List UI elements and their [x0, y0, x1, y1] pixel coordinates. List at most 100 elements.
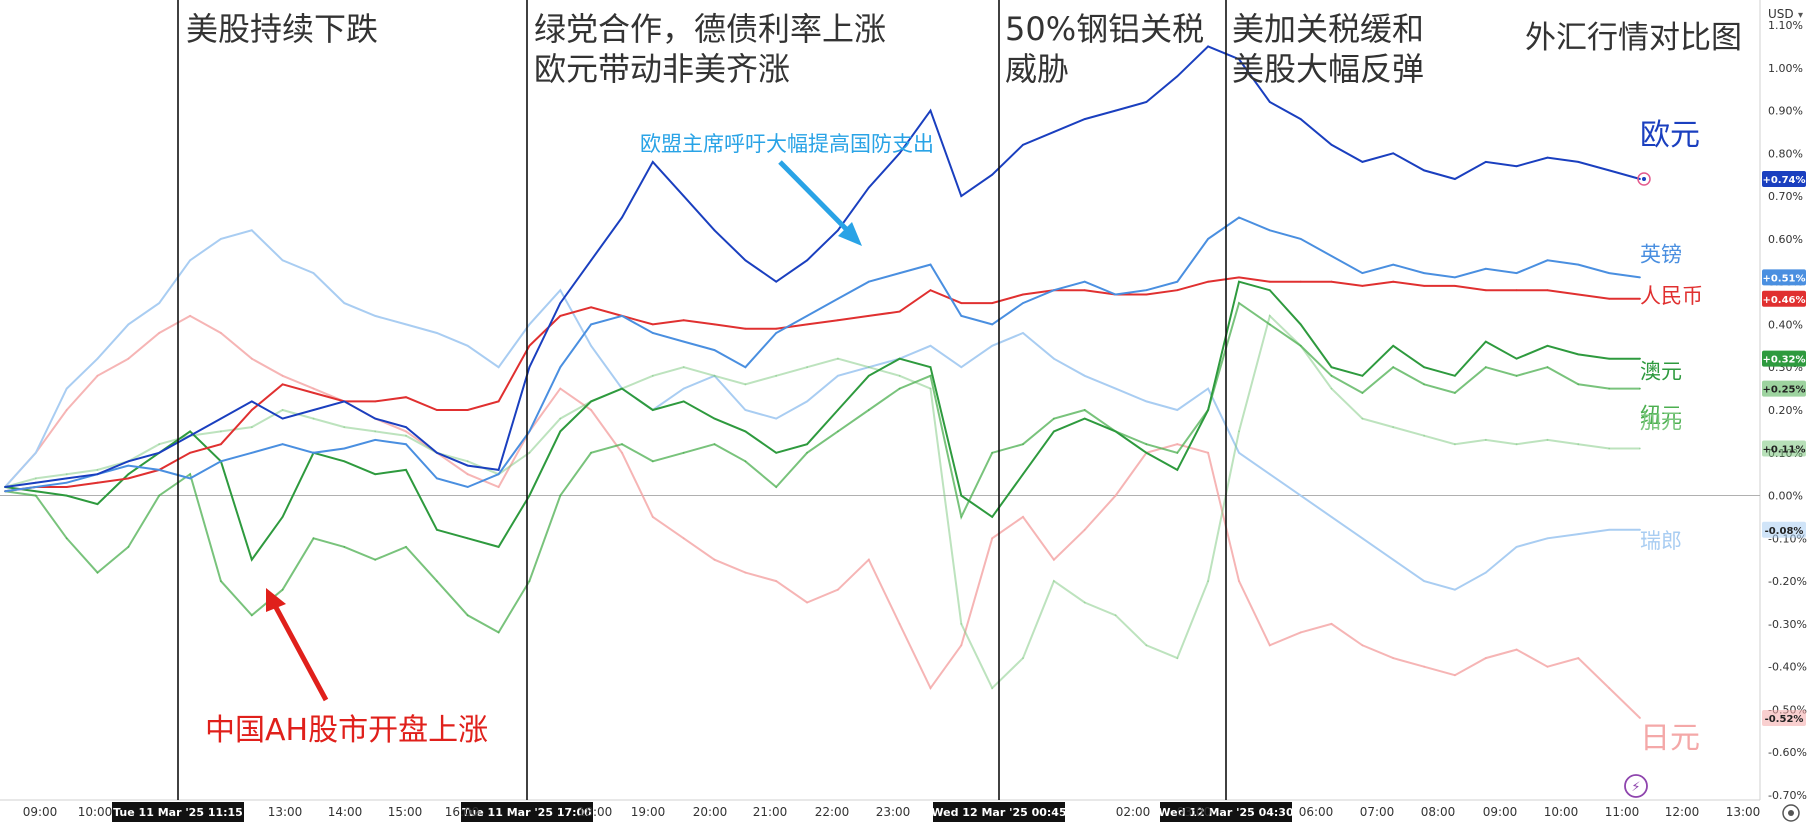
- x-tick-label: 10:00: [1544, 805, 1579, 819]
- data-point: [4, 486, 6, 488]
- euro-end-dot: [1642, 177, 1646, 181]
- data-point: [682, 340, 685, 343]
- data-point: [991, 323, 994, 326]
- data-point: [436, 332, 438, 334]
- data-point: [806, 443, 808, 446]
- value-badge-1: +0.51%: [1762, 269, 1806, 286]
- data-point: [1608, 528, 1611, 531]
- data-point: [1484, 439, 1487, 441]
- data-point: [1114, 494, 1117, 497]
- data-point: [343, 400, 346, 403]
- data-point: [867, 186, 870, 189]
- data-point: [1639, 178, 1641, 180]
- data-point: [34, 481, 37, 484]
- data-point: [559, 417, 562, 420]
- data-point: [867, 409, 870, 411]
- data-point: [682, 537, 685, 540]
- data-point: [1176, 451, 1179, 454]
- data-point: [1268, 229, 1271, 232]
- data-point: [1639, 387, 1641, 390]
- svg-text:+0.11%: +0.11%: [1762, 445, 1805, 456]
- data-point: [343, 447, 346, 450]
- data-point: [1639, 447, 1641, 450]
- data-point: [1114, 430, 1117, 433]
- data-point: [1639, 357, 1641, 360]
- svg-text:+0.46%: +0.46%: [1762, 295, 1805, 306]
- data-point: [528, 323, 531, 326]
- data-point: [929, 366, 932, 369]
- data-point: [1484, 657, 1487, 659]
- data-point: [1207, 451, 1209, 454]
- data-point: [1546, 289, 1549, 292]
- data-point: [466, 614, 469, 617]
- data-point: [651, 516, 654, 518]
- data-point: [528, 430, 531, 433]
- data-point: [960, 302, 963, 304]
- time-marker-label: Wed 12 Mar '25 00:45: [931, 802, 1067, 822]
- data-point: [1022, 473, 1024, 476]
- data-point: [158, 451, 161, 454]
- data-point: [1577, 533, 1580, 535]
- svg-text:+0.74%: +0.74%: [1762, 175, 1805, 186]
- data-point: [867, 558, 870, 561]
- data-point: [1238, 58, 1240, 61]
- data-point: [1546, 259, 1549, 262]
- y-tick-label: 1.10%: [1768, 19, 1803, 32]
- data-point: [1454, 392, 1456, 394]
- data-point: [127, 460, 130, 463]
- data-point: [189, 434, 192, 437]
- data-point: [590, 259, 592, 262]
- data-point: [898, 357, 901, 360]
- annotation-china-note: 中国AH股市开盘上涨: [205, 713, 488, 748]
- x-tick-label: 11:00: [1605, 805, 1640, 819]
- data-point: [158, 469, 161, 471]
- data-point: [590, 323, 592, 326]
- data-point: [466, 460, 469, 463]
- data-point: [497, 473, 500, 476]
- data-point: [1330, 143, 1333, 146]
- currency-dropdown-icon[interactable]: ▾: [1798, 10, 1803, 21]
- series-line-6: [4, 229, 1640, 591]
- currency-label[interactable]: USD: [1768, 7, 1794, 21]
- data-point: [1053, 417, 1055, 420]
- data-point: [1238, 302, 1240, 304]
- data-point: [1577, 443, 1580, 446]
- data-point: [1114, 614, 1117, 617]
- data-point: [1114, 109, 1117, 112]
- series-name-3: 澳元: [1640, 360, 1682, 384]
- data-point: [1299, 323, 1302, 326]
- data-point: [65, 477, 68, 480]
- data-point: [837, 357, 839, 360]
- data-point: [837, 588, 839, 591]
- value-badge-7: -0.52%: [1762, 710, 1806, 726]
- data-point: [1577, 657, 1580, 659]
- data-point: [1053, 289, 1055, 292]
- data-point: [250, 426, 253, 428]
- data-point: [158, 443, 161, 446]
- data-point: [1207, 238, 1209, 240]
- data-point: [621, 387, 623, 390]
- data-point: [867, 366, 870, 369]
- data-point: [929, 263, 932, 266]
- data-point: [1423, 383, 1425, 386]
- data-point: [1145, 293, 1148, 296]
- data-point: [1083, 409, 1086, 411]
- lightning-icon[interactable]: ⚡: [1624, 774, 1648, 798]
- data-point: [1022, 302, 1024, 304]
- annotation-phase3-line1: 50%钢铝关税: [1005, 10, 1204, 48]
- data-point: [590, 306, 592, 309]
- data-point: [1423, 366, 1425, 369]
- data-point: [34, 486, 37, 488]
- data-point: [1145, 289, 1148, 292]
- data-point: [744, 366, 747, 369]
- series-name-7: 日元: [1640, 721, 1700, 756]
- chart-settings-icon[interactable]: [1782, 804, 1800, 822]
- data-point: [898, 152, 901, 155]
- data-point: [436, 528, 438, 531]
- data-point: [127, 357, 130, 360]
- data-point: [1608, 297, 1611, 300]
- data-point: [1207, 280, 1209, 283]
- data-point: [1176, 409, 1179, 411]
- data-point: [929, 387, 932, 390]
- data-point: [374, 417, 377, 420]
